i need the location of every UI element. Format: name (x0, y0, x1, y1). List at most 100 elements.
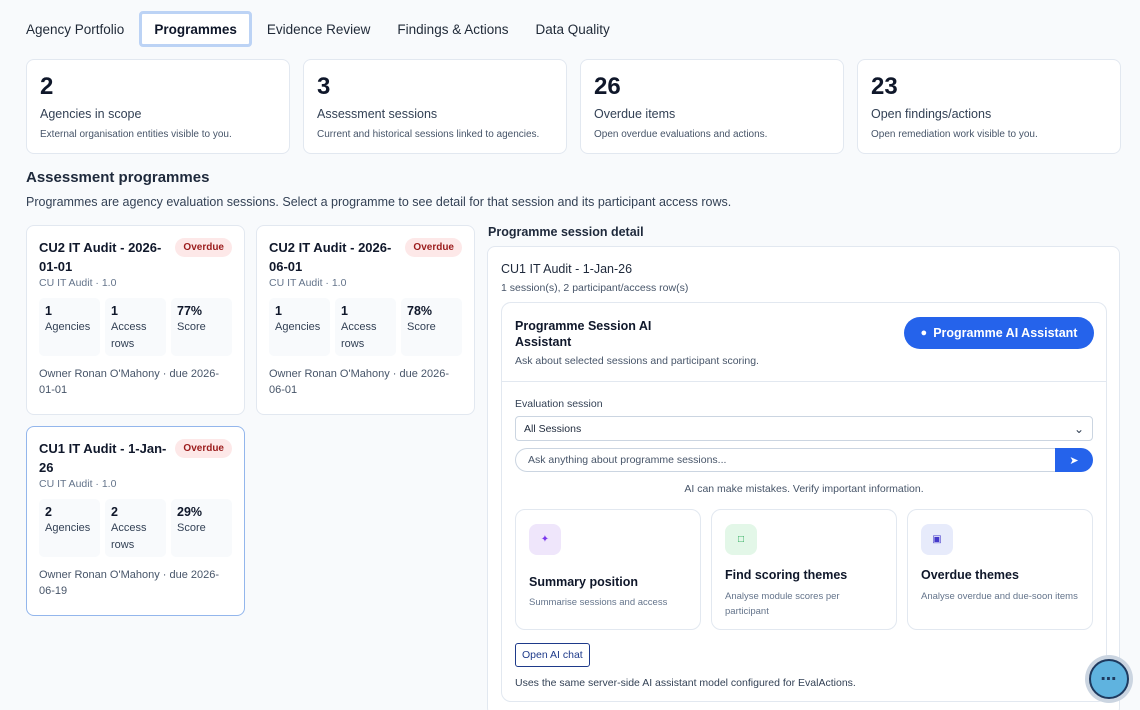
programme-owner: Owner Ronan O'Mahony · due 2026-01-01 (39, 368, 220, 396)
kpi-desc: Open remediation work visible to you. (871, 129, 1038, 140)
stat-access-rows: 1 Access rows (105, 298, 166, 356)
ai-disclaimer: AI can make mistakes. Verify important i… (684, 483, 924, 495)
stat-label: Access rows (341, 321, 377, 350)
ai-assistant-panel: Programme Session AI Assistant Ask about… (501, 302, 1107, 702)
programme-title: CU2 IT Audit - 2026-01-01 (39, 240, 162, 274)
stat-score: 77% Score (171, 298, 232, 356)
stat-access-rows: 1 Access rows (335, 298, 396, 356)
kpi-desc: Open overdue evaluations and actions. (594, 129, 768, 140)
ai-assistant-subtitle: Ask about selected sessions and particip… (515, 355, 759, 367)
suggestion-find-scoring-themes[interactable]: □ Find scoring themes Analyse module sco… (711, 509, 897, 630)
stat-label: Score (407, 321, 436, 333)
kpi-value: 26 (594, 73, 621, 100)
stat-agencies: 1 Agencies (269, 298, 330, 356)
evaluation-session-label: Evaluation session (515, 398, 603, 410)
stat-access-rows: 2 Access rows (105, 499, 166, 557)
programme-subtitle: CU IT Audit · 1.0 (39, 478, 117, 490)
kpi-desc: Current and historical sessions linked t… (317, 129, 540, 140)
programme-card-selected[interactable]: CU1 IT Audit - 1-Jan-26 Overdue CU IT Au… (26, 426, 245, 616)
status-badge: Overdue (405, 238, 462, 257)
kpi-card-sessions: 3 Assessment sessions Current and histor… (303, 59, 567, 154)
select-value: All Sessions (524, 422, 582, 435)
programme-owner: Owner Ronan O'Mahony · due 2026-06-19 (39, 569, 220, 597)
suggestion-title: Overdue themes (921, 568, 1019, 582)
kpi-value: 23 (871, 73, 898, 100)
tab-agency-portfolio[interactable]: Agency Portfolio (26, 21, 125, 37)
suggestion-desc: Analyse overdue and due-soon items (921, 591, 1078, 602)
stat-value: 1 (341, 304, 348, 318)
tab-programmes[interactable]: Programmes (139, 11, 252, 47)
stat-score: 78% Score (401, 298, 462, 356)
programme-detail-panel: CU1 IT Audit - 1-Jan-26 1 session(s), 2 … (487, 246, 1120, 710)
chat-bubble-icon: ⋯ (1089, 659, 1129, 699)
stat-value: 78% (407, 304, 433, 318)
stat-agencies: 2 Agencies (39, 499, 100, 557)
stat-label: Access rows (111, 522, 147, 551)
kpi-card-findings: 23 Open findings/actions Open remediatio… (857, 59, 1121, 154)
ai-footer-note: Uses the same server-side AI assistant m… (515, 677, 856, 689)
send-button[interactable]: ➤ (1055, 448, 1093, 472)
kpi-desc: External organisation entities visible t… (40, 129, 232, 140)
kpi-label: Assessment sessions (317, 107, 438, 121)
kpi-value: 2 (40, 73, 54, 100)
stat-value: 1 (111, 304, 118, 318)
stat-label: Score (177, 522, 206, 534)
section-title: Assessment programmes (26, 169, 210, 186)
suggestion-title: Summary position (529, 575, 639, 589)
stat-label: Agencies (45, 522, 91, 534)
programme-card[interactable]: CU2 IT Audit - 2026-06-01 Overdue CU IT … (256, 225, 475, 415)
tab-data-quality[interactable]: Data Quality (535, 21, 610, 37)
chevron-down-icon: ⌄ (1073, 421, 1084, 436)
programme-subtitle: CU IT Audit · 1.0 (39, 277, 117, 289)
square-dot-icon: ▣ (921, 524, 953, 555)
kpi-card-overdue: 26 Overdue items Open overdue evaluation… (580, 59, 844, 154)
programme-owner: Owner Ronan O'Mahony · due 2026-06-01 (269, 368, 450, 396)
stat-label: Agencies (275, 321, 321, 333)
ai-assistant-title: Programme Session AI Assistant (515, 319, 652, 349)
status-badge: Overdue (175, 439, 232, 458)
evaluation-session-select[interactable]: All Sessions ⌄ (515, 416, 1093, 441)
programme-card[interactable]: CU2 IT Audit - 2026-01-01 Overdue CU IT … (26, 225, 245, 415)
tab-findings-actions[interactable]: Findings & Actions (397, 21, 509, 37)
stat-value: 77% (177, 304, 203, 318)
stat-value: 29% (177, 505, 203, 519)
status-badge: Overdue (175, 238, 232, 257)
square-icon: □ (725, 524, 757, 555)
detail-title: CU1 IT Audit - 1-Jan-26 (501, 262, 633, 276)
button-label: Programme AI Assistant (933, 326, 1078, 340)
detail-subtitle: 1 session(s), 2 participant/access row(s… (501, 282, 689, 294)
programme-title: CU1 IT Audit - 1-Jan-26 (39, 441, 167, 475)
stat-label: Access rows (111, 321, 147, 350)
ask-input[interactable]: Ask anything about programme sessions... (515, 448, 1056, 472)
stat-value: 2 (45, 505, 52, 519)
suggestion-desc: Summarise sessions and access (529, 597, 668, 608)
suggestion-overdue-themes[interactable]: ▣ Overdue themes Analyse overdue and due… (907, 509, 1093, 630)
kpi-label: Agencies in scope (40, 107, 142, 121)
send-icon: ➤ (1069, 454, 1079, 467)
stat-label: Score (177, 321, 206, 333)
section-description: Programmes are agency evaluation session… (26, 195, 732, 209)
kpi-card-agencies: 2 Agencies in scope External organisatio… (26, 59, 290, 154)
open-ai-chat-button[interactable]: Open AI chat (515, 643, 590, 667)
stat-score: 29% Score (171, 499, 232, 557)
sparkle-icon: ✦ (529, 524, 561, 555)
programme-ai-assistant-button[interactable]: ● Programme AI Assistant (904, 317, 1094, 349)
stat-agencies: 1 Agencies (39, 298, 100, 356)
programme-subtitle: CU IT Audit · 1.0 (269, 277, 347, 289)
detail-heading: Programme session detail (488, 225, 644, 239)
stat-value: 1 (45, 304, 52, 318)
kpi-value: 3 (317, 73, 331, 100)
ai-assistant-header: Programme Session AI Assistant Ask about… (502, 303, 1106, 382)
tab-evidence-review[interactable]: Evidence Review (266, 21, 371, 37)
floating-chat-button[interactable]: ⋯ (1085, 655, 1133, 703)
chat-bubble-icon: ● (920, 327, 928, 339)
suggestion-title: Find scoring themes (725, 568, 848, 582)
programme-title: CU2 IT Audit - 2026-06-01 (269, 240, 392, 274)
suggestion-desc: Analyse module scores per participant (725, 591, 840, 617)
kpi-label: Open findings/actions (871, 107, 992, 121)
tab-bar: Agency Portfolio Programmes Evidence Rev… (14, 10, 625, 48)
stat-value: 1 (275, 304, 282, 318)
stat-label: Agencies (45, 321, 91, 333)
suggestion-summary-position[interactable]: ✦ Summary position Summarise sessions an… (515, 509, 701, 630)
kpi-label: Overdue items (594, 107, 676, 121)
